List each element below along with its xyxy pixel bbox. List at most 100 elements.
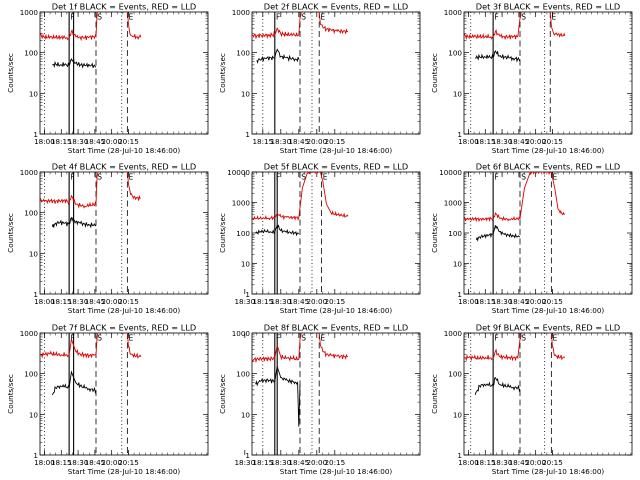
y-tick-label: 1000 <box>232 8 251 17</box>
y-tick-label: 1 <box>33 451 38 460</box>
x-tick-label: 18:30 <box>234 458 255 467</box>
events-series-line <box>474 50 521 63</box>
x-tick-label: 20:00 <box>101 137 122 146</box>
marker-label: E <box>320 334 325 343</box>
marker-label: E <box>553 334 558 343</box>
y-tick-label: 1000 <box>232 329 251 338</box>
marker-label: E <box>129 334 134 343</box>
y-tick-label: 1000 <box>444 329 463 338</box>
marker-label: S <box>301 173 306 182</box>
y-axis-label: Counts/sec <box>218 374 227 414</box>
x-tick-label: 18:15 <box>252 458 273 467</box>
panel-title: Det 1f BLACK = Events, RED = LLD <box>52 2 196 12</box>
y-tick-label: 10 <box>29 249 39 258</box>
plot-frame <box>39 332 209 456</box>
x-axis-label: Start Time (28-Jul-10 18:46:00) <box>68 146 181 155</box>
x-tick-label: 20:00 <box>306 297 327 306</box>
y-tick-label: 1 <box>33 290 38 299</box>
y-axis-label: Counts/sec <box>6 53 15 93</box>
lld-series-line <box>126 172 141 201</box>
panel-title: Det 5f BLACK = Events, RED = LLD <box>264 162 408 172</box>
plot-frame <box>251 332 421 456</box>
panel-title: Det 7f BLACK = Events, RED = LLD <box>52 323 196 333</box>
series-group <box>464 172 566 242</box>
y-tick-label: 10 <box>241 89 251 98</box>
series-group <box>252 172 349 237</box>
panel-det-4: Det 4f BLACK = Events, RED = LLD 1 10 100 10… <box>6 162 209 315</box>
y-tick-label: 100 <box>448 370 462 379</box>
x-axis-label: Start Time (28-Jul-10 18:46:00) <box>492 146 605 155</box>
x-tick-label: 18:45 <box>509 458 530 467</box>
y-axis-label: Counts/sec <box>6 213 15 253</box>
x-tick-label: 20:00 <box>306 458 327 467</box>
x-tick-label: 18:30 <box>270 137 291 146</box>
marker-label: E <box>551 13 556 22</box>
y-tick-label: 10 <box>241 260 251 269</box>
marker-label: F <box>70 334 74 343</box>
events-series-line <box>52 57 97 69</box>
panel-title: Det 8f BLACK = Events, RED = LLD <box>264 323 408 333</box>
x-tick-label: 20:15 <box>324 137 345 146</box>
plot-frame <box>39 11 209 135</box>
panel-title: Det 4f BLACK = Events, RED = LLD <box>52 162 196 172</box>
lld-series-line <box>252 172 349 221</box>
series-group <box>40 12 142 69</box>
y-axis-label: Counts/sec <box>430 213 439 253</box>
marker-label: S <box>97 334 102 343</box>
panel-title: Det 3f BLACK = Events, RED = LLD <box>476 2 620 12</box>
y-axis-label: Counts/sec <box>218 53 227 93</box>
events-series-line <box>51 216 97 229</box>
y-tick-label: 10 <box>453 89 463 98</box>
marker-label: F <box>494 334 498 343</box>
x-tick-label: 18:45 <box>288 458 309 467</box>
marker-label: S <box>97 173 102 182</box>
x-axis-label: Start Time (28-Jul-10 18:46:00) <box>280 306 393 315</box>
x-tick-label: 20:15 <box>324 297 345 306</box>
y-tick-label: 100 <box>448 49 462 58</box>
events-series-line <box>255 366 301 427</box>
marker-label: F <box>276 334 280 343</box>
x-tick-label: 20:15 <box>542 297 563 306</box>
x-tick-label: 18:15 <box>51 137 72 146</box>
x-tick-label: 18:00 <box>458 137 479 146</box>
y-tick-label: 1000 <box>232 199 251 208</box>
marker-label: F <box>276 173 280 182</box>
marker-label: F <box>70 13 74 22</box>
lld-series-line <box>40 172 99 209</box>
lld-series-line <box>464 12 522 41</box>
x-tick-label: 18:15 <box>475 458 496 467</box>
series-group <box>252 333 349 427</box>
plot-frame <box>463 11 633 135</box>
y-tick-label: 1 <box>33 130 38 139</box>
y-tick-label: 1000 <box>20 168 39 177</box>
panel-det-6: Det 6f BLACK = Events, RED = LLD 1 10 100 10… <box>430 162 633 315</box>
marker-label: S <box>521 13 526 22</box>
x-tick-label: 18:30 <box>492 458 513 467</box>
x-axis-label: Start Time (28-Jul-10 18:46:00) <box>68 467 181 476</box>
y-tick-label: 1 <box>245 130 250 139</box>
marker-label: S <box>301 334 306 343</box>
y-axis-label: Counts/sec <box>218 213 227 253</box>
x-tick-label: 18:45 <box>85 137 106 146</box>
x-tick-label: 18:30 <box>270 458 291 467</box>
x-axis-label: Start Time (28-Jul-10 18:46:00) <box>68 306 181 315</box>
y-tick-label: 10 <box>29 410 39 419</box>
x-tick-label: 20:15 <box>118 458 139 467</box>
panel-title: Det 9f BLACK = Events, RED = LLD <box>476 323 620 333</box>
x-tick-label: 18:15 <box>475 137 496 146</box>
marker-label: F <box>70 173 74 182</box>
x-tick-label: 18:00 <box>34 297 55 306</box>
x-tick-label: 18:15 <box>252 137 273 146</box>
x-tick-label: 18:15 <box>51 297 72 306</box>
x-tick-label: 20:15 <box>542 458 563 467</box>
marker-label: F <box>494 13 498 22</box>
lld-series-line <box>550 333 566 361</box>
series-group <box>464 12 566 63</box>
marker-label: E <box>320 13 325 22</box>
x-tick-label: 18:45 <box>288 297 309 306</box>
y-tick-label: 10000 <box>227 168 250 177</box>
x-tick-label: 18:30 <box>492 297 513 306</box>
x-tick-label: 18:30 <box>68 297 89 306</box>
panel-det-5: Det 5f BLACK = Events, RED = LLD 1 10 100 10… <box>218 162 421 315</box>
x-tick-label: 18:30 <box>68 137 89 146</box>
